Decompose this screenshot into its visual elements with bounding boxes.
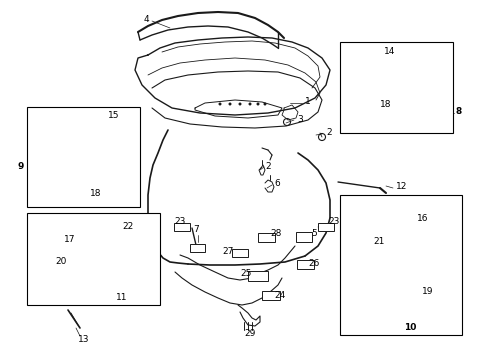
Text: 1: 1 xyxy=(305,98,310,107)
Text: 3: 3 xyxy=(296,116,302,125)
Text: 23: 23 xyxy=(174,217,185,226)
Text: 8: 8 xyxy=(455,108,461,117)
Bar xyxy=(295,232,311,242)
Bar xyxy=(339,42,452,133)
Circle shape xyxy=(256,103,259,105)
Bar xyxy=(174,223,190,231)
Bar xyxy=(296,260,313,269)
Text: 12: 12 xyxy=(395,183,407,192)
Text: 26: 26 xyxy=(307,258,319,267)
Text: 15: 15 xyxy=(108,112,119,121)
Bar xyxy=(27,107,140,207)
Text: 11: 11 xyxy=(116,292,127,301)
Text: 20: 20 xyxy=(55,256,66,265)
Text: 2: 2 xyxy=(325,129,331,138)
Text: 4: 4 xyxy=(143,15,149,24)
Bar xyxy=(190,244,204,252)
Text: 9: 9 xyxy=(18,162,24,171)
Text: 18: 18 xyxy=(379,100,391,109)
Bar xyxy=(247,271,267,281)
Text: 22: 22 xyxy=(122,222,133,231)
Text: 21: 21 xyxy=(372,237,384,246)
Text: 7: 7 xyxy=(193,225,198,234)
Circle shape xyxy=(228,103,231,105)
Text: 5: 5 xyxy=(310,229,316,238)
Text: 2: 2 xyxy=(264,162,270,171)
Text: 16: 16 xyxy=(416,215,427,224)
Text: 18: 18 xyxy=(90,189,102,198)
Text: 6: 6 xyxy=(273,180,279,189)
Bar xyxy=(231,249,247,257)
Text: 29: 29 xyxy=(244,329,255,338)
Bar xyxy=(262,291,280,300)
Circle shape xyxy=(263,103,266,105)
Text: 19: 19 xyxy=(421,287,433,296)
Bar xyxy=(27,213,160,305)
Circle shape xyxy=(238,103,241,105)
Circle shape xyxy=(248,103,251,105)
Bar xyxy=(339,195,461,335)
Text: 25: 25 xyxy=(240,270,251,279)
Text: 28: 28 xyxy=(269,229,281,238)
Text: 27: 27 xyxy=(222,247,233,256)
Bar xyxy=(258,233,274,242)
Text: 24: 24 xyxy=(273,291,285,300)
Text: 14: 14 xyxy=(383,48,395,57)
Text: 10: 10 xyxy=(403,324,415,333)
Bar xyxy=(317,223,333,231)
Text: 23: 23 xyxy=(327,217,339,226)
Text: 13: 13 xyxy=(78,336,89,345)
Text: 17: 17 xyxy=(64,234,75,243)
Circle shape xyxy=(218,103,221,105)
